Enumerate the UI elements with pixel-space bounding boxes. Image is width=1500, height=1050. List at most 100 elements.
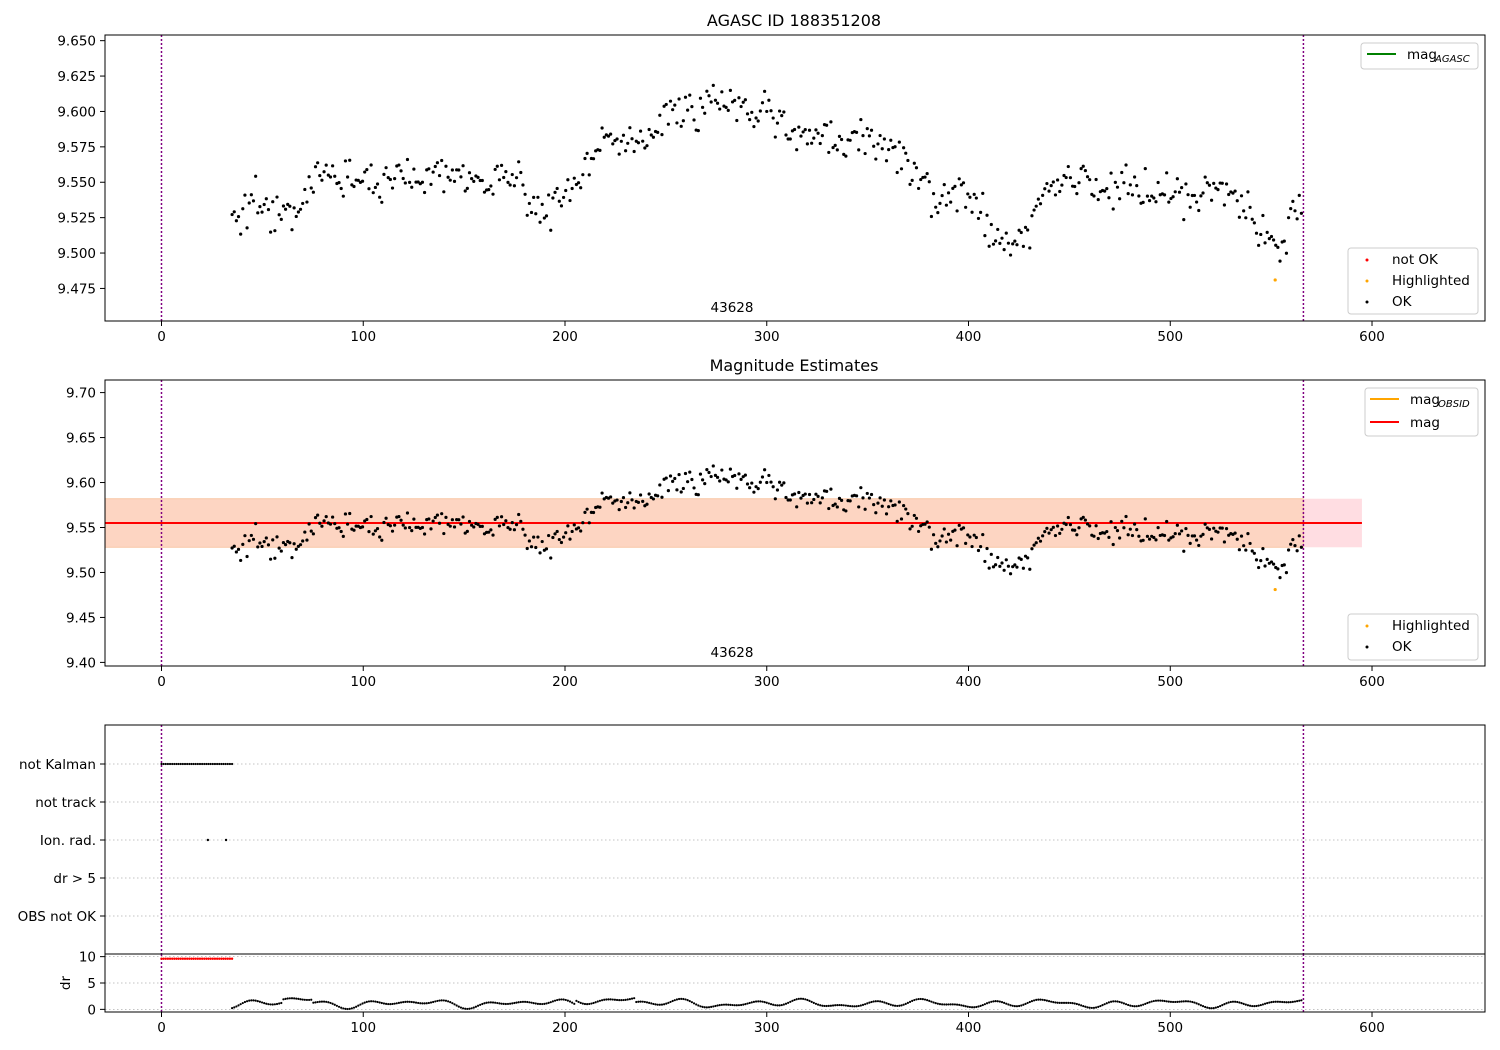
dr-point bbox=[538, 1002, 542, 1006]
data-point-ok bbox=[989, 222, 993, 227]
data-point-ok bbox=[1220, 181, 1224, 185]
x-tick-label: 400 bbox=[956, 1020, 982, 1036]
data-point-ok bbox=[570, 186, 574, 191]
data-point-ok bbox=[1047, 531, 1051, 535]
data-point-ok bbox=[547, 533, 551, 538]
data-point-ok bbox=[1019, 230, 1023, 235]
dr-point bbox=[851, 1005, 854, 1008]
data-point-ok bbox=[792, 492, 797, 496]
data-point-ok bbox=[647, 127, 651, 132]
data-point-ok bbox=[273, 229, 277, 233]
data-point-ok bbox=[519, 170, 523, 175]
data-point-ok bbox=[1085, 522, 1090, 526]
dr-point bbox=[329, 1001, 332, 1005]
data-point-ok bbox=[1036, 197, 1040, 201]
data-point-ok bbox=[382, 520, 386, 525]
data-point-ok bbox=[775, 488, 780, 492]
data-point-ok bbox=[737, 472, 741, 476]
dr-point bbox=[677, 997, 681, 1001]
data-point-ok bbox=[568, 537, 572, 541]
dr-point bbox=[263, 1002, 266, 1005]
flag-point bbox=[224, 838, 228, 842]
dr-point bbox=[816, 1003, 820, 1006]
data-point-ok bbox=[534, 545, 538, 550]
data-point-ok bbox=[957, 523, 961, 527]
dr-point bbox=[1028, 1000, 1031, 1004]
dr-point bbox=[1082, 1004, 1085, 1008]
dr-point bbox=[998, 1000, 1001, 1003]
data-point-ok bbox=[1073, 184, 1077, 189]
legend-box bbox=[1360, 42, 1479, 70]
data-point-ok bbox=[718, 107, 722, 111]
data-point-ok bbox=[352, 184, 356, 189]
dr-point bbox=[1191, 1000, 1194, 1004]
data-point-ok bbox=[1064, 522, 1068, 527]
dr-point bbox=[387, 1002, 390, 1006]
data-point-ok bbox=[230, 546, 234, 550]
dr-point bbox=[1069, 1001, 1072, 1005]
dr-point bbox=[1293, 1000, 1297, 1003]
dr-point bbox=[838, 1003, 841, 1007]
dr-point bbox=[581, 1002, 584, 1005]
data-point-ok bbox=[1045, 526, 1049, 530]
data-point-ok bbox=[1075, 533, 1079, 537]
data-point-ok bbox=[857, 505, 861, 509]
dr-point bbox=[996, 1000, 999, 1003]
data-point-ok bbox=[333, 522, 337, 526]
data-point-ok bbox=[427, 167, 431, 171]
data-point-ok bbox=[827, 150, 831, 155]
dr-point bbox=[1146, 1001, 1149, 1005]
data-point-ok bbox=[936, 545, 940, 549]
dr-point bbox=[382, 1002, 386, 1005]
data-point-ok bbox=[1128, 527, 1132, 531]
data-point-ok bbox=[1265, 557, 1269, 561]
dr-point bbox=[1052, 1001, 1055, 1004]
dr-point bbox=[1291, 1000, 1294, 1003]
data-point-ok bbox=[467, 171, 472, 175]
dr-point bbox=[1148, 1001, 1151, 1004]
dr-point bbox=[641, 1000, 644, 1003]
dr-point bbox=[352, 1006, 356, 1009]
dr-point bbox=[731, 1003, 734, 1007]
dr-point bbox=[299, 998, 302, 1001]
dr-point bbox=[1283, 1001, 1286, 1004]
flag-point bbox=[201, 762, 204, 766]
data-point-ok bbox=[1272, 562, 1276, 566]
dr-point bbox=[397, 1001, 401, 1004]
dr-point bbox=[765, 1001, 768, 1004]
dr-point bbox=[787, 1001, 790, 1004]
dr-point bbox=[1180, 1000, 1183, 1003]
data-point-ok bbox=[1299, 211, 1304, 215]
dr-point bbox=[943, 1003, 946, 1006]
dr-point bbox=[1248, 1004, 1252, 1007]
panel-1-points bbox=[230, 83, 1304, 282]
data-point-ok bbox=[880, 504, 884, 508]
data-point-ok bbox=[899, 517, 904, 521]
dr-point bbox=[278, 1002, 281, 1005]
data-point-ok bbox=[286, 202, 290, 206]
data-point-ok bbox=[745, 482, 750, 486]
flag-label: OBS not OK bbox=[18, 909, 98, 925]
dr-point-not-ok bbox=[224, 957, 227, 960]
dr-point bbox=[586, 1003, 589, 1006]
dr-point bbox=[590, 1002, 593, 1005]
data-point-ok bbox=[715, 101, 720, 105]
data-point-ok bbox=[615, 498, 619, 502]
y-tick-label: 9.525 bbox=[57, 211, 96, 227]
data-point-ok bbox=[641, 139, 645, 143]
x-tick-label: 0 bbox=[157, 1020, 166, 1036]
data-point-ok bbox=[884, 159, 889, 163]
data-point-ok bbox=[1212, 526, 1216, 530]
data-point-ok bbox=[598, 505, 602, 509]
dr-point bbox=[808, 999, 811, 1002]
data-point-ok bbox=[1197, 208, 1201, 213]
dr-point bbox=[286, 997, 289, 1000]
flag-point bbox=[194, 762, 197, 766]
data-point-ok bbox=[773, 135, 777, 139]
data-point-ok bbox=[991, 242, 996, 246]
dr-point bbox=[504, 1002, 507, 1006]
data-point-ok bbox=[301, 539, 305, 543]
dr-point bbox=[260, 1001, 264, 1004]
data-point-ok bbox=[686, 108, 690, 112]
data-point-ok bbox=[247, 201, 251, 205]
